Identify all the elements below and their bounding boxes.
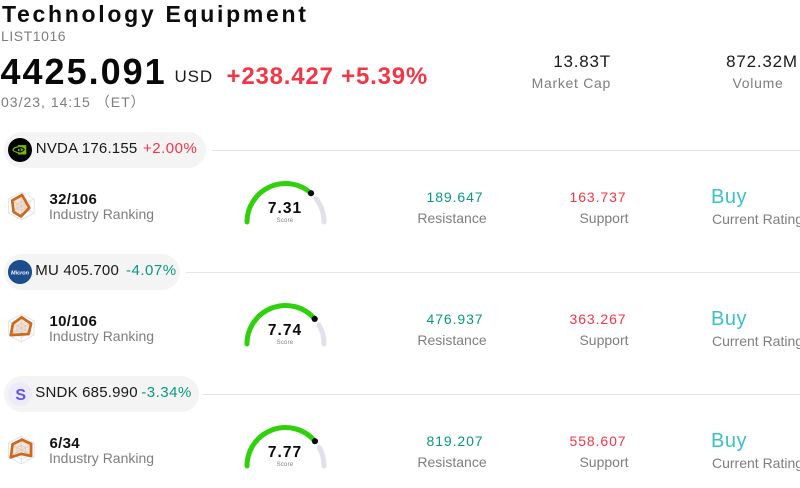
- svg-text:Micron: Micron: [11, 271, 30, 277]
